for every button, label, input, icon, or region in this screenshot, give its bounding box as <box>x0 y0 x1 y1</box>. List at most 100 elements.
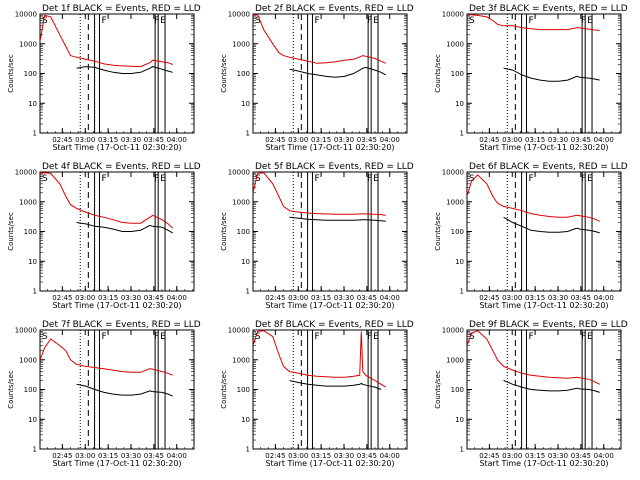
x-tick-label: 03:45 <box>357 136 377 144</box>
panel-6: Det 6f BLACK = Events, RED = LLD 1 10 100 10… <box>434 162 628 310</box>
marker-letter: F <box>314 332 319 342</box>
x-tick-label: 03:45 <box>144 136 164 144</box>
x-tick-label: 03:30 <box>548 136 568 144</box>
y-tick-label: 10000 <box>228 169 250 177</box>
marker-letter: F <box>101 332 106 342</box>
x-tick-label: 03:30 <box>334 294 354 302</box>
series-line-lld <box>467 174 600 222</box>
x-tick-label: 03:45 <box>357 452 377 460</box>
x-axis-label: Start Time (17-Oct-11 02:30:20) <box>479 143 608 152</box>
series-line-lld <box>40 338 173 376</box>
panel-2: Det 2f BLACK = Events, RED = LLD 1 10 100 10… <box>220 4 414 152</box>
x-tick-label: 03:30 <box>548 294 568 302</box>
x-tick-label: 04:00 <box>380 452 400 460</box>
x-tick-label: 03:15 <box>525 136 545 144</box>
series-line-lld <box>40 172 174 229</box>
x-axis-label: Start Time (17-Oct-11 02:30:20) <box>265 143 394 152</box>
marker-letter: F <box>528 332 533 342</box>
y-tick-label: 10 <box>455 416 464 424</box>
marker-letter: F <box>367 332 372 342</box>
plot-frame <box>252 329 408 450</box>
marker-letter: S <box>255 16 261 26</box>
x-tick-label: 03:00 <box>502 136 522 144</box>
panel-title: Det 8f BLACK = Events, RED = LLD <box>255 320 414 330</box>
marker-letter: E <box>373 332 379 342</box>
x-tick-label: 03:30 <box>334 452 354 460</box>
y-axis-label: Counts/sec <box>220 54 228 93</box>
x-tick-label: 02:45 <box>52 136 72 144</box>
x-tick-label: 03:30 <box>121 294 141 302</box>
series-line-lld <box>40 14 173 68</box>
y-tick-label: 100 <box>451 70 464 78</box>
x-tick-label: 03:30 <box>121 452 141 460</box>
y-axis-label: Counts/sec <box>7 54 15 93</box>
panel-title: Det 5f BLACK = Events, RED = LLD <box>255 162 414 172</box>
panel-title: Det 2f BLACK = Events, RED = LLD <box>255 4 414 14</box>
marker-letter: F <box>101 174 106 184</box>
y-axis-label: Counts/sec <box>7 370 15 409</box>
series-line-events <box>503 216 600 234</box>
marker-letter: F <box>154 174 159 184</box>
x-tick-label: 03:15 <box>98 294 118 302</box>
plot-frame <box>39 13 195 134</box>
y-tick-label: 10 <box>455 258 464 266</box>
x-axis-label: Start Time (17-Oct-11 02:30:20) <box>265 301 394 310</box>
x-axis-label: Start Time (17-Oct-11 02:30:20) <box>52 459 181 468</box>
x-tick-label: 03:45 <box>571 452 591 460</box>
y-tick-label: 1000 <box>446 40 464 48</box>
y-tick-label: 10 <box>241 100 250 108</box>
panel-title: Det 3f BLACK = Events, RED = LLD <box>469 4 628 14</box>
panel-title: Det 9f BLACK = Events, RED = LLD <box>469 320 628 330</box>
x-tick-label: 03:30 <box>334 136 354 144</box>
y-tick-label: 10000 <box>228 11 250 19</box>
x-tick-label: 03:15 <box>311 294 331 302</box>
y-tick-label: 10000 <box>442 169 464 177</box>
x-tick-label: 03:15 <box>525 294 545 302</box>
panel-8: Det 8f BLACK = Events, RED = LLD 1 10 100 10… <box>220 320 414 468</box>
marker-letter: S <box>469 16 475 26</box>
x-tick-label: 02:45 <box>265 136 285 144</box>
x-tick-label: 03:45 <box>357 294 377 302</box>
y-tick-label: 1 <box>460 446 464 454</box>
x-axis-label: Start Time (17-Oct-11 02:30:20) <box>265 459 394 468</box>
y-tick-label: 1000 <box>232 356 250 364</box>
marker-letter: F <box>581 16 586 26</box>
y-tick-label: 1 <box>460 130 464 138</box>
panel-title: Det 4f BLACK = Events, RED = LLD <box>42 162 201 172</box>
marker-letter: F <box>367 174 372 184</box>
x-tick-label: 03:00 <box>75 294 95 302</box>
series-line-lld <box>467 330 600 385</box>
plot-frame <box>466 329 622 450</box>
marker-letter: S <box>469 174 475 184</box>
y-tick-label: 10000 <box>15 327 37 335</box>
x-axis-label: Start Time (17-Oct-11 02:30:20) <box>52 143 181 152</box>
x-axis-label: Start Time (17-Oct-11 02:30:20) <box>479 459 608 468</box>
y-tick-label: 1 <box>460 288 464 296</box>
x-tick-label: 04:00 <box>380 294 400 302</box>
y-tick-label: 100 <box>24 386 37 394</box>
x-tick-label: 03:15 <box>98 452 118 460</box>
y-tick-label: 1 <box>246 288 250 296</box>
marker-letter: S <box>255 174 261 184</box>
y-axis-label: Counts/sec <box>7 212 15 251</box>
panel-9: Det 9f BLACK = Events, RED = LLD 1 10 100 10… <box>434 320 628 468</box>
y-tick-label: 10000 <box>15 11 37 19</box>
x-tick-label: 04:00 <box>380 136 400 144</box>
series-line-events <box>76 222 173 234</box>
plot-frame <box>466 13 622 134</box>
marker-letter: S <box>42 174 48 184</box>
y-axis-label: Counts/sec <box>220 212 228 251</box>
y-tick-label: 100 <box>24 70 37 78</box>
y-tick-label: 1 <box>33 130 37 138</box>
x-tick-label: 04:00 <box>594 136 614 144</box>
marker-letter: F <box>154 332 159 342</box>
y-tick-label: 10 <box>455 100 464 108</box>
marker-letter: E <box>587 16 593 26</box>
series-line-events <box>289 380 382 390</box>
marker-letter: F <box>154 16 159 26</box>
series-line-lld <box>253 172 386 216</box>
marker-letter: E <box>587 332 593 342</box>
panel-title: Det 1f BLACK = Events, RED = LLD <box>42 4 201 14</box>
y-tick-label: 100 <box>24 228 37 236</box>
